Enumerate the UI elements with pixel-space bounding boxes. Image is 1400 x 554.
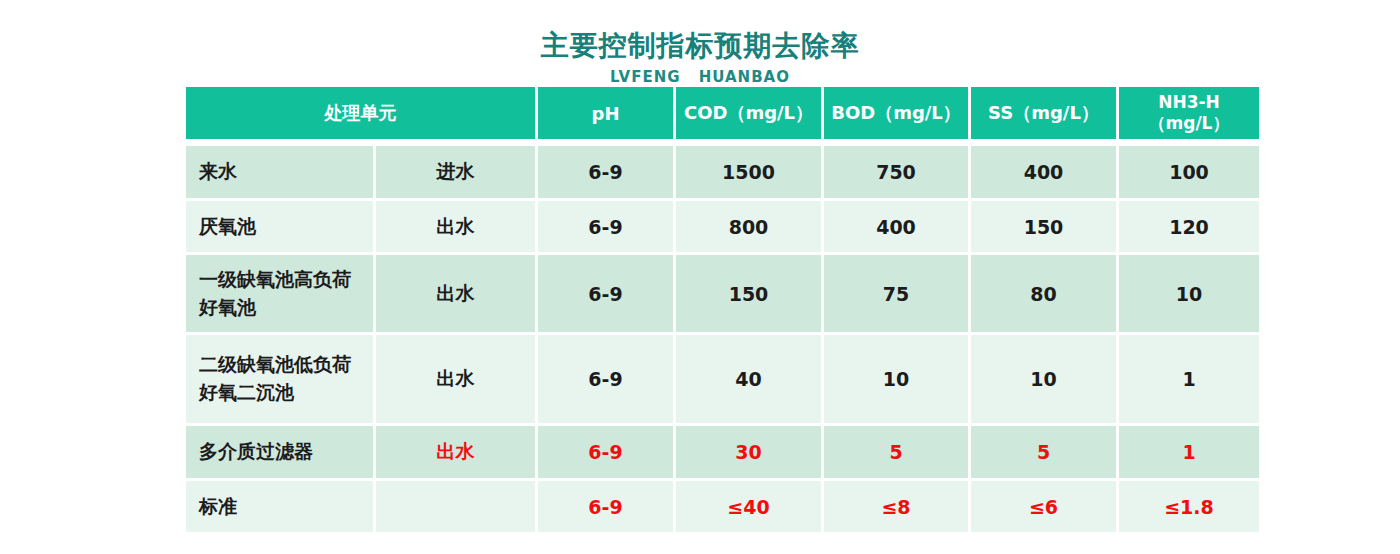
indicators-table: 处理单元 pH COD（mg/L） BOD（mg/L） SS（mg/L） NH3…: [186, 87, 1259, 532]
cell-r3-flow: 出水: [376, 335, 535, 423]
cell-r1-flow: 出水: [376, 201, 535, 252]
header-cod: COD（mg/L）: [676, 87, 821, 139]
cell-r1-unit: 厌氧池: [186, 201, 373, 252]
cell-r2-bod: 75: [824, 255, 968, 332]
cell-r2-nh3: 10: [1119, 255, 1259, 332]
header-nh3: NH3-H （mg/L）: [1119, 87, 1259, 139]
header-ph: pH: [538, 87, 673, 139]
cell-r5-flow: [376, 481, 535, 532]
page-subtitle: LVFENG HUANBAO: [0, 68, 1400, 86]
cell-r3-ss: 10: [971, 335, 1116, 423]
cell-r2-cod: 150: [676, 255, 821, 332]
cell-r3-nh3: 1: [1119, 335, 1259, 423]
header-ss: SS（mg/L）: [971, 87, 1116, 139]
cell-r2-ph: 6-9: [538, 255, 673, 332]
cell-r1-cod: 800: [676, 201, 821, 252]
cell-r3-ph: 6-9: [538, 335, 673, 423]
cell-r5-unit: 标准: [186, 481, 373, 532]
cell-r1-ss: 150: [971, 201, 1116, 252]
header-bod: BOD（mg/L）: [824, 87, 968, 139]
cell-r0-ph: 6-9: [538, 146, 673, 198]
header-gap: [186, 142, 1259, 143]
cell-r0-nh3: 100: [1119, 146, 1259, 198]
cell-r4-ss: 5: [971, 426, 1116, 478]
cell-r1-bod: 400: [824, 201, 968, 252]
cell-r5-ss: ≤6: [971, 481, 1116, 532]
cell-r3-bod: 10: [824, 335, 968, 423]
cell-r0-cod: 1500: [676, 146, 821, 198]
header-nh3-line2: （mg/L）: [1149, 113, 1230, 134]
cell-r3-cod: 40: [676, 335, 821, 423]
cell-r4-nh3: 1: [1119, 426, 1259, 478]
cell-r5-ph: 6-9: [538, 481, 673, 532]
cell-r5-nh3: ≤1.8: [1119, 481, 1259, 532]
cell-r5-bod: ≤8: [824, 481, 968, 532]
page-title: 主要控制指标预期去除率: [0, 27, 1400, 65]
cell-r2-ss: 80: [971, 255, 1116, 332]
cell-r4-flow: 出水: [376, 426, 535, 478]
cell-r4-cod: 30: [676, 426, 821, 478]
cell-r2-flow: 出水: [376, 255, 535, 332]
cell-r4-ph: 6-9: [538, 426, 673, 478]
cell-r1-nh3: 120: [1119, 201, 1259, 252]
cell-r1-ph: 6-9: [538, 201, 673, 252]
cell-r0-unit: 来水: [186, 146, 373, 198]
header-treatment-unit: 处理单元: [186, 87, 535, 139]
cell-r2-unit: 一级缺氧池高负荷好氧池: [186, 255, 373, 332]
cell-r0-flow: 进水: [376, 146, 535, 198]
cell-r3-unit: 二级缺氧池低负荷好氧二沉池: [186, 335, 373, 423]
cell-r0-bod: 750: [824, 146, 968, 198]
cell-r4-bod: 5: [824, 426, 968, 478]
cell-r5-cod: ≤40: [676, 481, 821, 532]
cell-r4-unit: 多介质过滤器: [186, 426, 373, 478]
cell-r0-ss: 400: [971, 146, 1116, 198]
header-nh3-line1: NH3-H: [1158, 92, 1220, 113]
